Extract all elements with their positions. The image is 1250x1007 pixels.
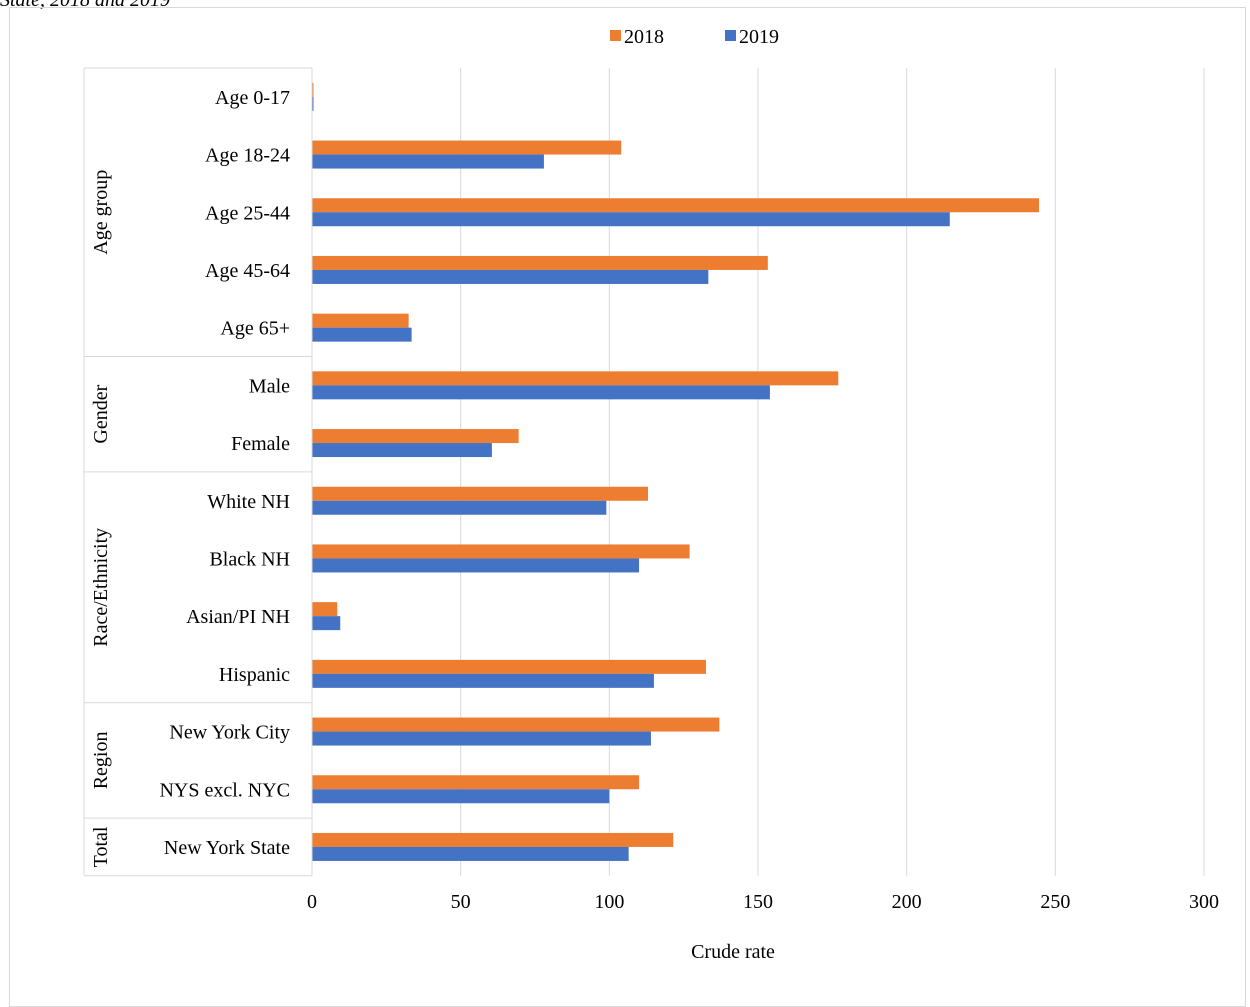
- x-tick-label: 300: [1189, 891, 1219, 913]
- legend-label-2019: 2019: [739, 26, 779, 48]
- figure-caption-fragment: State, 2018 and 2019: [0, 0, 170, 11]
- bar-black-nh-2018: [312, 544, 690, 559]
- legend-swatch-2018: [610, 30, 621, 41]
- group-label: Age group: [90, 170, 112, 255]
- bar-age-0-17-2019: [312, 96, 314, 111]
- bar-age-65--2018: [312, 313, 409, 328]
- bar-age-18-24-2019: [312, 154, 544, 169]
- category-label: Male: [249, 375, 290, 397]
- x-tick-label: 50: [451, 891, 471, 913]
- group-label: Race/Ethnicity: [90, 528, 112, 647]
- bar-age-0-17-2018: [312, 82, 314, 97]
- bars: [312, 82, 1039, 861]
- category-label: Age 18-24: [205, 145, 290, 167]
- bar-hispanic-2018: [312, 659, 706, 674]
- bar-female-2018: [312, 429, 519, 444]
- bar-chart: Age 0-17 Age 18-24 Age 25-44 Age 45-64 Age 6…: [83, 26, 1219, 963]
- x-tick-label: 0: [307, 891, 317, 913]
- category-label: New York State: [164, 837, 290, 859]
- x-tick-label: 200: [892, 891, 922, 913]
- bar-white-nh-2019: [312, 500, 607, 515]
- group-label: Total: [90, 826, 112, 867]
- bar-white-nh-2018: [312, 486, 648, 501]
- bar-male-2018: [312, 371, 839, 386]
- bar-age-25-44-2018: [312, 198, 1039, 213]
- bar-asian-pi-nh-2019: [312, 616, 341, 631]
- category-label: Age 45-64: [205, 260, 290, 282]
- bar-black-nh-2019: [312, 558, 640, 573]
- bar-nys-excl-nyc-2019: [312, 789, 610, 804]
- bar-age-45-64-2019: [312, 269, 709, 284]
- category-label: Age 0-17: [215, 87, 290, 109]
- bar-male-2019: [312, 385, 770, 400]
- category-label: Age 65+: [220, 318, 290, 340]
- group-label: Region: [90, 732, 112, 790]
- bar-age-65--2019: [312, 327, 412, 342]
- category-axis: Age 0-17 Age 18-24 Age 25-44 Age 45-64 Age 6…: [83, 67, 313, 877]
- bar-new-york-state-2019: [312, 846, 629, 861]
- category-label: Asian/PI NH: [186, 606, 290, 628]
- bar-new-york-state-2018: [312, 832, 674, 847]
- bar-new-york-city-2019: [312, 731, 651, 746]
- gridlines: [460, 68, 1205, 876]
- category-label: New York City: [169, 722, 290, 744]
- category-label: Hispanic: [219, 664, 290, 686]
- legend-swatch-2019: [725, 30, 736, 41]
- bar-age-45-64-2018: [312, 255, 768, 270]
- bar-hispanic-2019: [312, 673, 654, 688]
- x-tick-label: 150: [743, 891, 773, 913]
- bar-nys-excl-nyc-2018: [312, 775, 640, 790]
- bar-age-25-44-2019: [312, 212, 950, 227]
- x-axis-title: Crude rate: [691, 941, 775, 963]
- legend-label-2018: 2018: [624, 26, 664, 48]
- bar-female-2019: [312, 443, 492, 458]
- bar-asian-pi-nh-2018: [312, 602, 338, 617]
- legend: 2018 2019: [610, 26, 779, 48]
- category-label: White NH: [207, 491, 290, 513]
- category-label: Age 25-44: [205, 202, 290, 224]
- category-label: Female: [231, 433, 290, 455]
- group-label: Gender: [90, 384, 112, 443]
- category-label: NYS excl. NYC: [159, 779, 290, 801]
- x-tick-label: 100: [594, 891, 624, 913]
- x-tick-label: 250: [1040, 891, 1070, 913]
- x-tick-labels: 0 50 100 150 200 250 300: [307, 891, 1219, 913]
- bar-new-york-city-2018: [312, 717, 720, 732]
- bar-age-18-24-2018: [312, 140, 622, 155]
- category-label: Black NH: [209, 548, 290, 570]
